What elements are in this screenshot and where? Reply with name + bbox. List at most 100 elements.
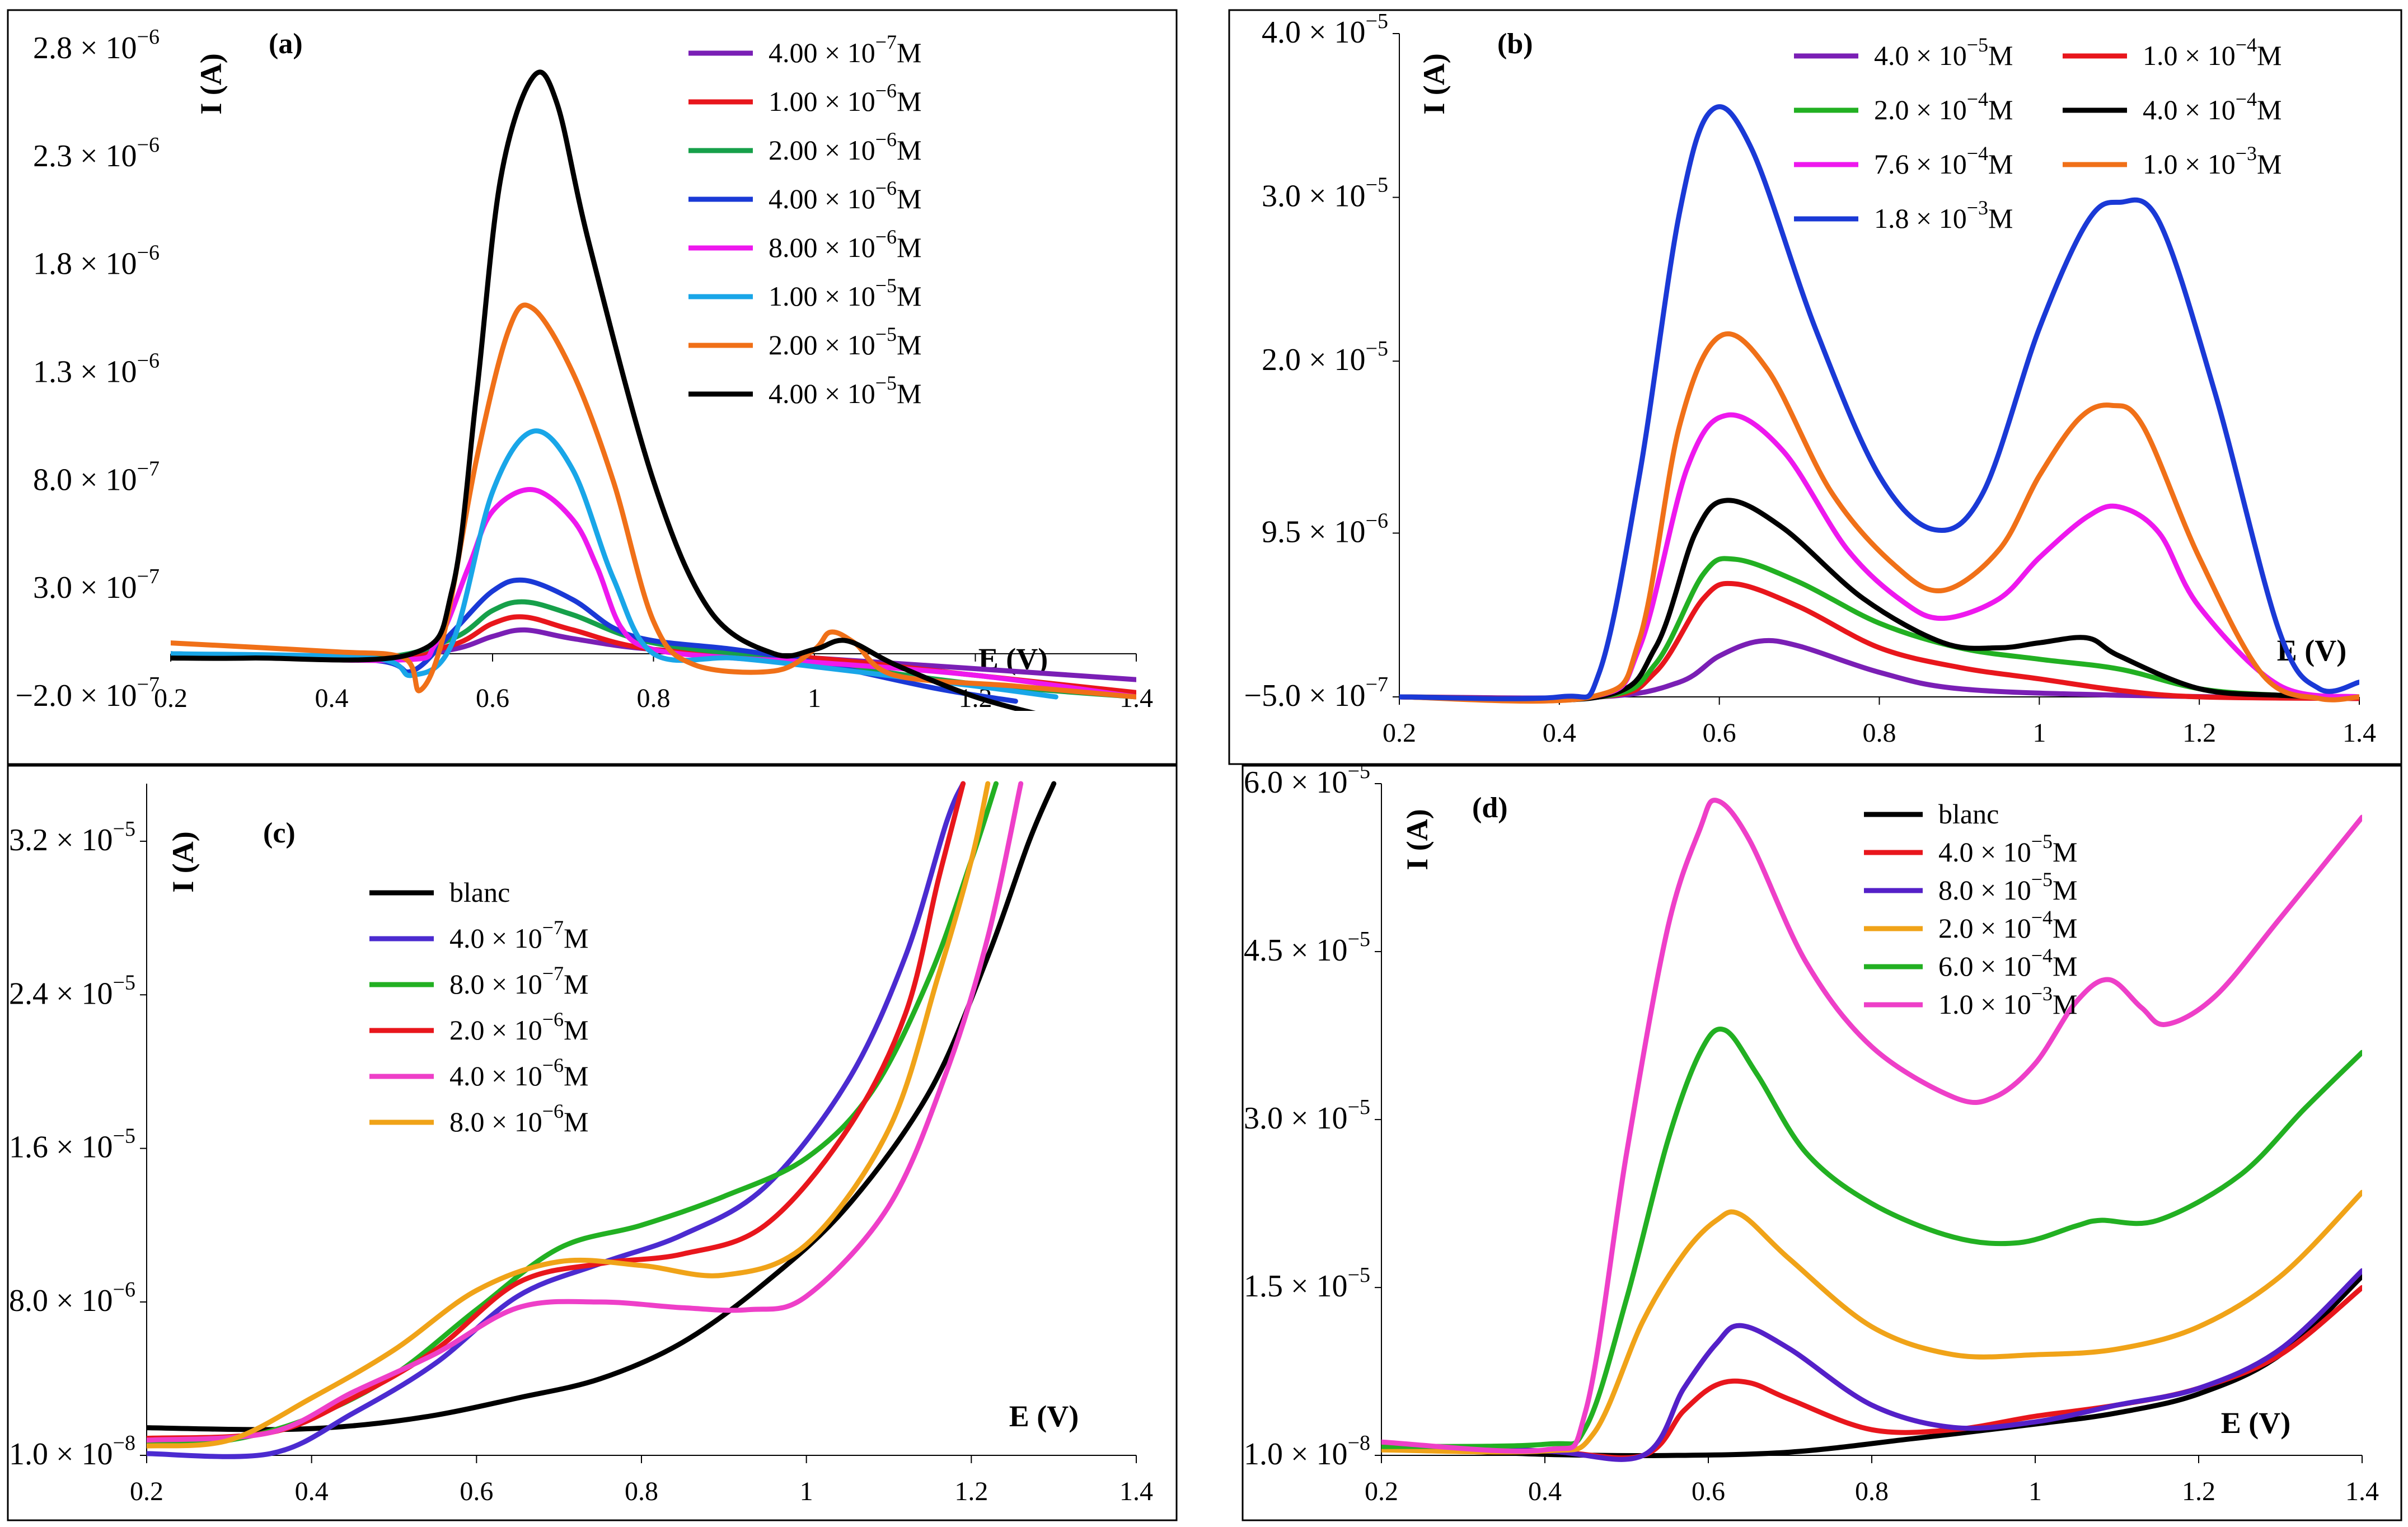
legend-entry: blanc: [449, 877, 510, 908]
x-tick-label: 1: [2028, 1477, 2042, 1506]
y-tick-exponent: −7: [137, 673, 160, 696]
series-line: [1399, 104, 2359, 701]
panel-a: 0.2 0.4 0.6 0.8 1 1.2 1.42.8 × 10−62.3 × 10−61…: [7, 9, 1178, 765]
panel-label: (b): [1497, 28, 1533, 60]
series-line: [147, 781, 966, 1441]
legend-entry: 1.0 × 10−4M: [2143, 34, 2281, 71]
y-tick-exponent: −8: [1348, 1431, 1370, 1455]
x-tick-label: 1.2: [2182, 1477, 2215, 1506]
x-tick-label: 0.8: [1855, 1477, 1889, 1506]
x-tick-label: 0.2: [130, 1477, 163, 1506]
x-tick-label: 0.4: [315, 683, 349, 713]
y-tick-label: −2.0 × 10−7: [15, 673, 160, 713]
series-line: [1399, 580, 2359, 701]
x-tick-label: 0.4: [1528, 1477, 1562, 1506]
x-tick-label: 1.4: [2345, 1477, 2379, 1506]
y-axis-title: I (A): [1417, 53, 1451, 114]
legend-entry: 8.0 × 10−6M: [449, 1100, 588, 1137]
y-tick-exponent: −5: [113, 971, 135, 994]
legend-entry: 2.0 × 10−6M: [449, 1008, 588, 1046]
x-axis-title: E (V): [2221, 1406, 2290, 1440]
y-tick-exponent: −5: [1348, 1263, 1370, 1287]
y-tick-exponent: −5: [1348, 1095, 1370, 1119]
legend-entry: 1.0 × 10−3M: [2143, 142, 2281, 180]
legend-entry: 4.0 × 10−5M: [1938, 830, 2077, 868]
legend-entry: 4.00 × 10−7M: [769, 31, 921, 68]
y-tick-label: 1.0 × 10−8: [1244, 1431, 1370, 1472]
legend-entry: 8.0 × 10−7M: [449, 962, 588, 1000]
y-tick-exponent: −5: [1348, 760, 1370, 783]
y-axis-title: I (A): [166, 831, 200, 892]
x-tick-label: 1: [2032, 718, 2046, 748]
y-tick-exponent: −5: [1366, 174, 1388, 197]
y-tick-exponent: −6: [1366, 509, 1388, 532]
legend-entry: 2.00 × 10−5M: [769, 323, 921, 360]
series-line: [1381, 1285, 2362, 1460]
series-line: [1381, 1268, 2362, 1462]
y-tick-exponent: −8: [113, 1431, 135, 1455]
series-line: [171, 302, 1136, 700]
legend-entry: 6.0 × 10−4M: [1938, 944, 2077, 982]
x-tick-label: 0.2: [154, 683, 188, 713]
y-tick-label: 1.5 × 10−5: [1244, 1263, 1370, 1304]
y-axis-title: I (A): [1400, 809, 1434, 870]
series-line: [171, 428, 1058, 700]
panel-frame: [7, 9, 1178, 765]
y-tick-exponent: −6: [113, 1278, 135, 1301]
y-tick-label: 1.0 × 10−8: [9, 1431, 135, 1472]
legend-entry: 4.00 × 10−6M: [769, 177, 921, 214]
y-tick-exponent: −6: [137, 241, 160, 265]
y-tick-exponent: −7: [1366, 673, 1388, 696]
legend-entry: 4.0 × 10−7M: [449, 916, 588, 954]
x-tick-label: 0.6: [476, 683, 509, 713]
x-tick-label: 0.6: [460, 1477, 493, 1506]
y-tick-exponent: −6: [137, 25, 160, 49]
y-tick-label: 8.0 × 10−6: [9, 1278, 135, 1318]
y-tick-exponent: −6: [137, 349, 160, 373]
y-tick-exponent: −6: [137, 133, 160, 157]
x-tick-label: 1: [808, 683, 821, 713]
y-tick-label: 3.0 × 10−7: [33, 565, 160, 605]
legend-entry: 1.8 × 10−3M: [1874, 196, 2013, 234]
series-line: [1399, 412, 2359, 703]
x-axis-title: E (V): [1009, 1399, 1079, 1433]
x-tick-label: 0.2: [1365, 1477, 1398, 1506]
y-tick-label: 1.6 × 10−5: [9, 1125, 135, 1165]
legend-entry: 8.00 × 10−6M: [769, 226, 921, 263]
panel-b: 0.2 0.4 0.6 0.8 1 1.2 1.4 4.0 × 10−5 3.0 × 10−5 2…: [1228, 9, 2402, 765]
legend-entry: 2.0 × 10−4M: [1938, 906, 2077, 944]
x-tick-label: 0.2: [1383, 718, 1416, 748]
legend-entry: 1.00 × 10−6M: [769, 79, 921, 117]
legend-entry: blanc: [1938, 798, 1999, 830]
series-line: [1381, 1027, 2362, 1449]
series-line: [147, 781, 1057, 1432]
x-tick-label: 0.4: [1543, 718, 1576, 748]
y-tick-label: 1.8 × 10−6: [33, 241, 160, 282]
series-line: [1381, 1189, 2362, 1455]
x-tick-label: 1.2: [954, 1477, 988, 1506]
y-tick-label: 2.8 × 10−6: [33, 25, 160, 65]
y-tick-label: 8.0 × 10−7: [33, 457, 160, 497]
series-line: [147, 781, 966, 1459]
y-tick-exponent: −5: [1348, 928, 1370, 951]
y-tick-exponent: −7: [137, 565, 160, 588]
x-tick-label: 1.4: [1119, 1477, 1153, 1506]
y-tick-label: 4.5 × 10−5: [1244, 928, 1370, 968]
legend-entry: 8.0 × 10−5M: [1938, 868, 2077, 906]
legend-entry: 7.6 × 10−4M: [1874, 142, 2013, 180]
x-tick-label: 0.6: [1703, 718, 1736, 748]
panel-label: (a): [269, 28, 303, 60]
series-line: [1399, 331, 2359, 704]
legend-entry: 4.0 × 10−5M: [1874, 34, 2013, 71]
panel-label: (c): [263, 817, 296, 849]
y-tick-exponent: −7: [137, 457, 160, 480]
legend-entry: 2.0 × 10−4M: [1874, 88, 2013, 125]
x-tick-label: 0.8: [637, 683, 671, 713]
x-tick-label: 0.8: [1863, 718, 1896, 748]
x-tick-label: 1: [800, 1477, 813, 1506]
legend-entry: 2.00 × 10−6M: [769, 128, 921, 166]
series-line: [171, 69, 1036, 711]
y-tick-label: 9.5 × 10−6: [1262, 509, 1388, 549]
x-tick-label: 0.4: [295, 1477, 329, 1506]
